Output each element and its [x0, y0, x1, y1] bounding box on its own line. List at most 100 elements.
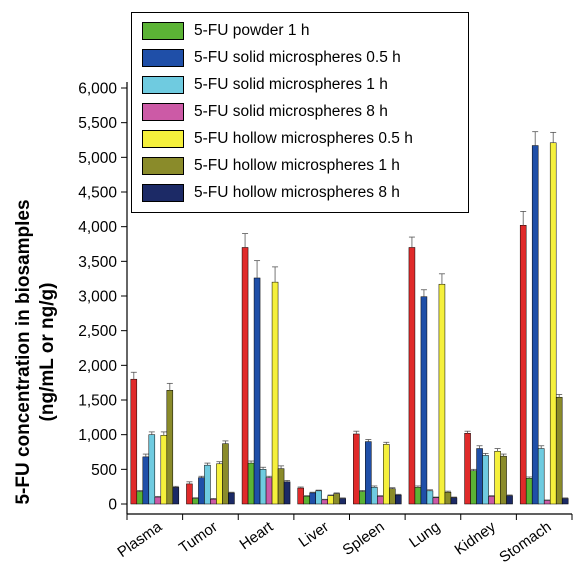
bar-lung-6 [444, 491, 452, 505]
plot-area [130, 131, 569, 505]
bar-kidney-1 [470, 470, 477, 505]
legend-label: 5-FU hollow microspheres 0.5 h [194, 130, 413, 147]
bar-heart-1 [247, 462, 255, 505]
bar-kidney-4 [488, 496, 495, 505]
bar-tumor-5 [216, 463, 223, 505]
y-tick-label: 4,500 [78, 185, 117, 202]
bar-lung-0 [408, 247, 416, 505]
legend-swatch [142, 103, 184, 121]
bar-liver-3 [315, 490, 322, 505]
bar-kidney-7 [506, 495, 513, 505]
bar-spleen-0 [353, 433, 360, 505]
bar-lung-7 [450, 497, 458, 505]
bar-stomach-5 [549, 142, 557, 505]
bar-tumor-6 [222, 443, 229, 505]
bar-heart-2 [253, 277, 261, 505]
y-tick-label: 2,500 [78, 323, 117, 340]
x-tick-label-liver: Liver [296, 518, 332, 551]
y-tick-label: 500 [91, 462, 117, 479]
bar-stomach-0 [519, 225, 527, 505]
x-tick-label-spleen: Spleen [340, 518, 388, 559]
bar-spleen-7 [395, 494, 402, 505]
bar-heart-5 [271, 281, 279, 505]
bar-liver-4 [321, 499, 328, 505]
bar-lung-4 [432, 497, 440, 505]
bar-kidney-3 [482, 455, 489, 505]
y-tick-label: 4,000 [78, 219, 117, 236]
bar-lung-1 [414, 487, 422, 505]
bar-tumor-2 [198, 477, 205, 505]
bar-liver-2 [309, 492, 316, 505]
bar-plasma-6 [166, 390, 174, 505]
bar-liver-7 [339, 498, 346, 505]
legend-item: 5-FU solid microspheres 8 h [142, 100, 388, 124]
legend-swatch [142, 22, 184, 40]
bar-plasma-0 [130, 378, 138, 505]
bar-heart-6 [277, 468, 285, 505]
bar-stomach-6 [555, 396, 563, 505]
legend-swatch [142, 157, 184, 175]
bar-spleen-5 [383, 444, 390, 505]
x-tick-label-heart: Heart [237, 518, 277, 553]
legend: 5-FU powder 1 h 5-FU solid microspheres 0… [131, 12, 469, 213]
legend-label: 5-FU powder 1 h [194, 22, 310, 39]
bar-liver-5 [327, 495, 334, 505]
bar-spleen-2 [365, 441, 372, 505]
bar-plasma-1 [136, 491, 144, 505]
x-tick-label-kidney: Kidney [452, 518, 500, 559]
x-tick-label-plasma: Plasma [114, 518, 165, 561]
bar-liver-6 [333, 493, 340, 505]
legend-swatch [142, 130, 184, 148]
bar-stomach-4 [543, 500, 551, 505]
bar-heart-3 [259, 469, 267, 505]
bar-lung-5 [438, 283, 446, 505]
bar-tumor-7 [228, 492, 235, 505]
y-tick-label: 2,000 [78, 358, 117, 375]
bar-spleen-6 [389, 488, 396, 505]
bar-liver-1 [303, 496, 310, 505]
y-tick-label: 5,000 [78, 150, 117, 167]
bar-liver-0 [297, 487, 304, 505]
legend-item: 5-FU solid microspheres 1 h [142, 73, 388, 97]
legend-item: 5-FU hollow microspheres 8 h [142, 181, 400, 205]
bar-stomach-7 [561, 498, 569, 505]
y-axis-label-line-2: (ng/mL or ng/g) [37, 282, 58, 422]
x-axis: Plasma Tumor Heart Liver Spleen Lung KidneySto… [114, 513, 573, 566]
x-tick-label-tumor: Tumor [176, 518, 221, 556]
bar-plasma-4 [154, 496, 162, 505]
bar-plasma-5 [160, 435, 168, 505]
bar-kidney-6 [500, 455, 507, 505]
bar-stomach-3 [537, 448, 545, 505]
bar-kidney-5 [494, 451, 501, 505]
bar-tumor-3 [204, 464, 211, 505]
legend-item: 5-FU powder 1 h [142, 19, 309, 43]
y-tick-label: 6,000 [78, 81, 117, 98]
bar-heart-7 [283, 481, 291, 505]
legend-item: 5-FU hollow microspheres 0.5 h [142, 127, 413, 151]
y-tick-label: 5,500 [78, 115, 117, 132]
y-tick-label: 1,000 [78, 427, 117, 444]
bar-spleen-3 [371, 487, 378, 505]
legend-label: 5-FU hollow microspheres 1 h [194, 157, 400, 174]
bar-plasma-2 [142, 456, 150, 505]
bar-spleen-1 [359, 491, 366, 505]
y-axis: 0 500 1,000 1,500 2,000 2,500 3,000 3,500 4,000 4… [78, 81, 128, 514]
y-tick-label: 3,500 [78, 254, 117, 271]
bar-kidney-2 [476, 448, 483, 505]
y-tick-label: 3,000 [78, 289, 117, 306]
legend-label: 5-FU solid microspheres 8 h [194, 103, 388, 120]
y-axis-label-line-1: 5-FU concentration in biosamples [13, 199, 34, 505]
bar-tumor-4 [210, 498, 217, 505]
bar-lung-2 [420, 296, 428, 505]
y-tick-label: 0 [108, 497, 117, 514]
legend-item: 5-FU solid microspheres 0.5 h [142, 46, 401, 70]
bar-tumor-1 [192, 498, 199, 505]
bar-tumor-0 [186, 483, 193, 505]
y-axis-label: 5-FU concentration in biosamples (ng/mL … [12, 199, 60, 504]
bar-plasma-7 [172, 487, 180, 505]
bar-heart-4 [265, 477, 273, 505]
x-tick-label-stomach: Stomach [496, 518, 554, 566]
legend-label: 5-FU hollow microspheres 8 h [194, 184, 400, 201]
y-tick-label: 1,500 [78, 393, 117, 410]
